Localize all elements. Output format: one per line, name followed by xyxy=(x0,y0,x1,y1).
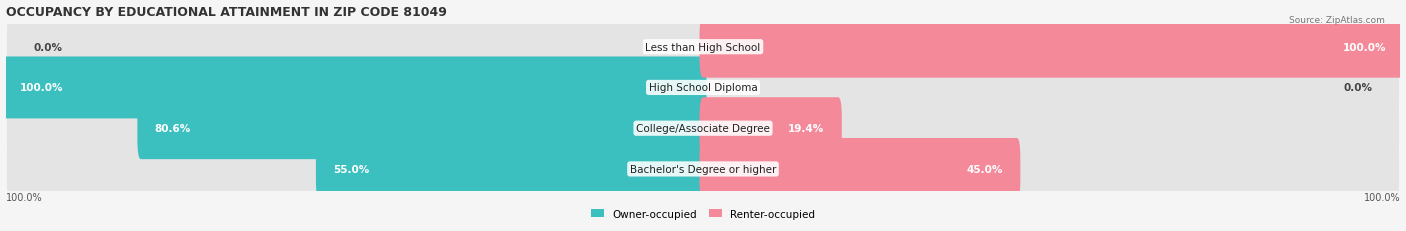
Text: 80.6%: 80.6% xyxy=(155,124,191,134)
Text: College/Associate Degree: College/Associate Degree xyxy=(636,124,770,134)
Text: Less than High School: Less than High School xyxy=(645,43,761,52)
FancyBboxPatch shape xyxy=(316,138,706,200)
Legend: Owner-occupied, Renter-occupied: Owner-occupied, Renter-occupied xyxy=(586,205,820,223)
FancyBboxPatch shape xyxy=(7,4,1399,91)
Text: Bachelor's Degree or higher: Bachelor's Degree or higher xyxy=(630,164,776,174)
FancyBboxPatch shape xyxy=(7,86,1399,172)
FancyBboxPatch shape xyxy=(7,45,1399,131)
Text: 45.0%: 45.0% xyxy=(966,164,1002,174)
FancyBboxPatch shape xyxy=(1,57,706,119)
FancyBboxPatch shape xyxy=(700,17,1405,78)
Text: 19.4%: 19.4% xyxy=(789,124,824,134)
FancyBboxPatch shape xyxy=(700,98,842,159)
Text: 55.0%: 55.0% xyxy=(333,164,370,174)
Text: OCCUPANCY BY EDUCATIONAL ATTAINMENT IN ZIP CODE 81049: OCCUPANCY BY EDUCATIONAL ATTAINMENT IN Z… xyxy=(6,6,447,18)
Text: 0.0%: 0.0% xyxy=(34,43,62,52)
Text: High School Diploma: High School Diploma xyxy=(648,83,758,93)
FancyBboxPatch shape xyxy=(138,98,706,159)
FancyBboxPatch shape xyxy=(700,138,1021,200)
Text: 100.0%: 100.0% xyxy=(20,83,63,93)
Text: Source: ZipAtlas.com: Source: ZipAtlas.com xyxy=(1289,16,1385,25)
Text: 100.0%: 100.0% xyxy=(6,192,42,202)
Text: 0.0%: 0.0% xyxy=(1344,83,1372,93)
Text: 100.0%: 100.0% xyxy=(1364,192,1400,202)
Text: 100.0%: 100.0% xyxy=(1343,43,1386,52)
FancyBboxPatch shape xyxy=(7,126,1399,212)
